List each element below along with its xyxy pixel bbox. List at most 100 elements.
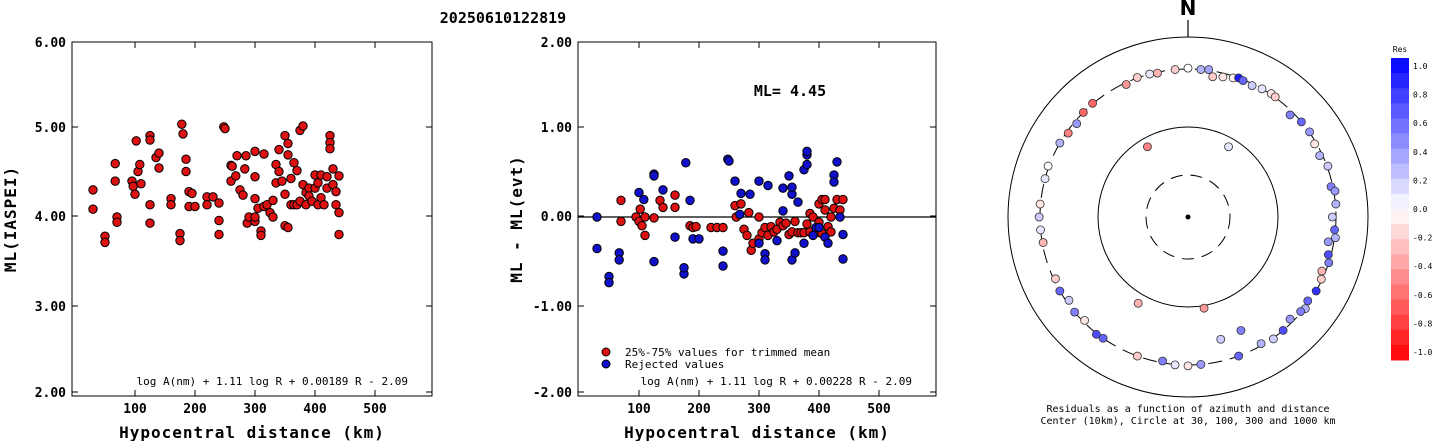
data-point [640, 212, 650, 222]
station-residual-point [1331, 199, 1341, 209]
data-point [220, 123, 230, 134]
station-residual-point [1183, 361, 1193, 371]
station-residual-point [1063, 128, 1073, 138]
figure-title: 20250610122819 [440, 9, 566, 27]
data-point [274, 166, 284, 177]
data-point [277, 176, 287, 186]
x-axis-title: Hypocentral distance (km) [624, 423, 890, 441]
data-point [334, 171, 344, 181]
y-tick-label: 4.00 [35, 210, 66, 225]
data-point [637, 221, 647, 231]
data-point [136, 179, 146, 189]
data-point [240, 164, 250, 174]
data-point [808, 212, 818, 222]
data-point [110, 176, 120, 186]
data-point [826, 212, 836, 222]
station-residual-point [1330, 225, 1339, 235]
station-residual-point [1278, 325, 1288, 335]
formula-label: log A(nm) + 1.11 log R + 0.00228 R - 2.0… [640, 375, 912, 388]
data-point [238, 190, 248, 200]
data-point [670, 190, 680, 200]
station-residual-point [1268, 334, 1278, 344]
station-residual-point [1216, 334, 1226, 344]
data-point [331, 200, 341, 210]
data-point [145, 135, 155, 145]
data-point [736, 188, 746, 199]
station-residual-point [1331, 233, 1340, 243]
y-tick-label: 6.00 [35, 36, 66, 51]
colorbar-tick-label: -0.2 [1413, 234, 1432, 243]
station-residual-point [1158, 356, 1168, 366]
circle-100km [1097, 126, 1279, 308]
data-point [274, 144, 284, 155]
station-residual-point [1055, 138, 1065, 148]
station-residual-point [1133, 298, 1143, 308]
station-residual-point [1132, 73, 1142, 82]
data-point [131, 136, 141, 146]
data-point [754, 238, 764, 248]
data-point [635, 204, 645, 214]
data-point [616, 216, 626, 227]
station-residual-point [1218, 72, 1228, 82]
station-residual-point [1132, 351, 1142, 361]
station-residual-point [1208, 72, 1218, 82]
data-point [110, 158, 120, 169]
colorbar-segment [1391, 118, 1409, 134]
x-tick-label: 200 [183, 402, 207, 417]
x-tick-label: 500 [867, 402, 891, 417]
data-point [283, 138, 293, 149]
colorbar-tick-label: 1.0 [1413, 62, 1428, 71]
x-tick-label: 200 [687, 402, 711, 417]
data-point [826, 227, 836, 237]
data-point [227, 161, 237, 171]
legend-marker [601, 359, 611, 369]
formula-label: log A(nm) + 1.11 log R + 0.00189 R - 2.0… [136, 375, 408, 388]
station-residual-point [1038, 238, 1048, 247]
data-point [778, 206, 788, 216]
data-point [250, 146, 260, 157]
data-point [250, 172, 260, 182]
data-point [250, 193, 260, 204]
data-point [286, 173, 296, 184]
data-point [838, 254, 848, 264]
y-tick-label: 2.00 [35, 386, 66, 401]
station-residual-point [1256, 339, 1266, 349]
station-residual-point [1091, 329, 1101, 339]
data-point [259, 149, 269, 159]
colorbar-segment [1391, 103, 1409, 119]
station-residual-point [1204, 65, 1214, 74]
x-tick-label: 400 [807, 402, 831, 417]
station-residual-point [1303, 296, 1313, 306]
data-point [145, 218, 155, 228]
center-point [1185, 214, 1191, 220]
x-tick-label: 500 [363, 402, 387, 417]
data-point [334, 207, 344, 218]
data-point [334, 229, 344, 240]
station-residual-point [1035, 199, 1045, 209]
data-point [772, 235, 782, 246]
data-point [745, 189, 755, 199]
station-residual-point [1199, 303, 1209, 313]
station-residual-point [1317, 266, 1327, 276]
data-point [694, 234, 704, 244]
colorbar-segment [1391, 314, 1409, 331]
station-residual-point [1143, 142, 1152, 152]
colorbar-segment [1391, 254, 1409, 270]
colorbar-segment [1391, 73, 1409, 89]
data-point [802, 219, 812, 229]
data-point [331, 186, 341, 197]
station-residual-point [1051, 274, 1060, 284]
data-point [283, 150, 293, 160]
data-point [130, 189, 140, 199]
station-residual-point [1072, 119, 1082, 129]
station-residual-point [1196, 65, 1206, 74]
y-tick-label: 5.00 [35, 121, 66, 136]
data-point [744, 207, 754, 218]
data-point [322, 172, 332, 182]
data-point [298, 121, 308, 131]
data-point [128, 181, 138, 192]
data-point [280, 130, 290, 141]
station-residual-point [1080, 315, 1090, 325]
data-point [187, 188, 197, 199]
